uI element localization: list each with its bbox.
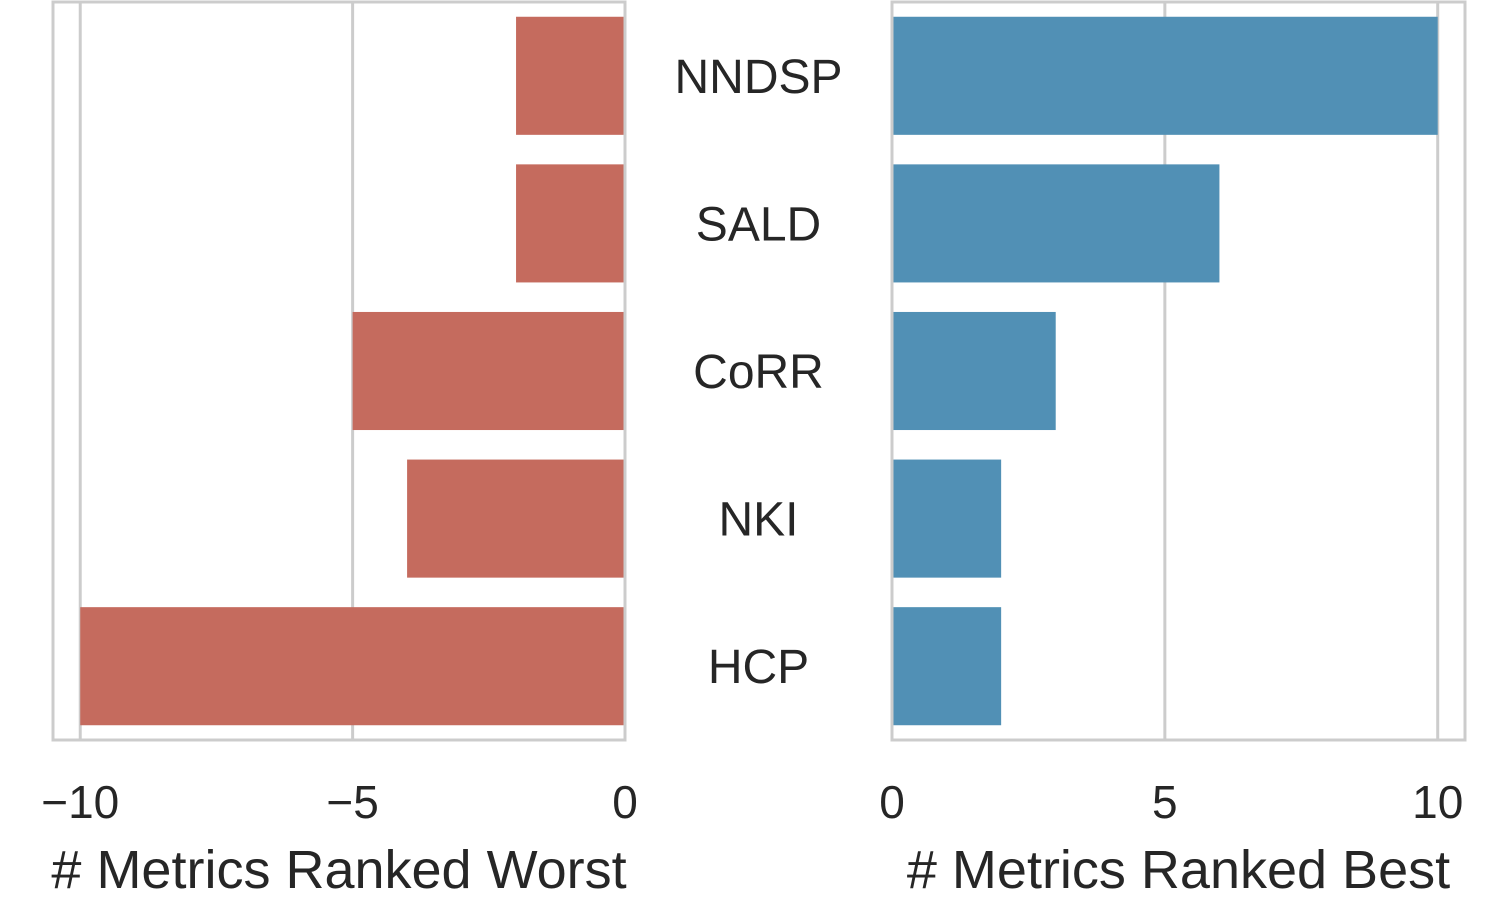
category-label-corr: CoRR: [693, 346, 824, 399]
worst-tick-label-0: −10: [41, 776, 119, 828]
category-label-sald: SALD: [696, 198, 821, 251]
best-tick-label-2: 10: [1412, 776, 1463, 828]
worst-bar-nki: [407, 459, 625, 578]
worst-bar-hcp: [80, 607, 625, 726]
worst-axis-label: # Metrics Ranked Worst: [51, 840, 626, 900]
best-plot-frame: [890, 0, 1467, 742]
best-bar-hcp: [892, 607, 1002, 726]
worst-bar-corr: [352, 311, 625, 431]
best-bar-corr: [892, 311, 1056, 431]
worst-plot-frame: [51, 0, 627, 742]
category-labels: NNDSP SALD CoRR NKI HCP: [674, 51, 842, 694]
best-bar-nki: [892, 459, 1002, 578]
category-label-hcp: HCP: [708, 641, 809, 694]
category-label-nndsp: NNDSP: [674, 51, 842, 104]
worst-bar-sald: [516, 164, 625, 283]
worst-bar-nndsp: [516, 16, 625, 135]
best-tick-label-1: 5: [1152, 776, 1178, 828]
worst-panel: −10 −5 0 # Metrics Ranked Worst: [41, 0, 638, 900]
worst-tick-label-1: −5: [326, 776, 378, 828]
best-axis-label: # Metrics Ranked Best: [907, 840, 1450, 900]
best-bar-sald: [892, 164, 1220, 283]
worst-tick-label-2: 0: [612, 776, 638, 828]
best-bar-nndsp: [892, 16, 1438, 135]
best-tick-label-0: 0: [879, 776, 905, 828]
category-label-nki: NKI: [718, 494, 798, 547]
best-panel: 0 5 10 # Metrics Ranked Best: [879, 0, 1467, 900]
